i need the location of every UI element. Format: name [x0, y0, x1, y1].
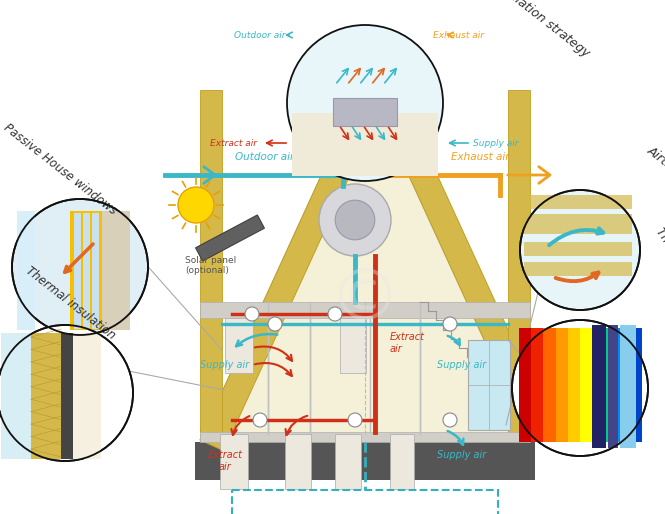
Polygon shape — [196, 215, 265, 261]
FancyBboxPatch shape — [74, 213, 81, 328]
Text: Exhaust air: Exhaust air — [433, 30, 484, 40]
Text: Extract
air: Extract air — [207, 450, 243, 472]
FancyBboxPatch shape — [616, 328, 630, 442]
Circle shape — [512, 320, 648, 456]
FancyBboxPatch shape — [543, 328, 557, 442]
Circle shape — [520, 190, 640, 310]
Polygon shape — [200, 80, 388, 451]
Circle shape — [178, 187, 214, 223]
FancyBboxPatch shape — [200, 432, 530, 442]
Text: Outdoor air: Outdoor air — [235, 152, 295, 162]
FancyBboxPatch shape — [524, 195, 632, 209]
Polygon shape — [365, 69, 554, 440]
Text: Airtightness: Airtightness — [645, 144, 665, 200]
FancyBboxPatch shape — [620, 325, 636, 448]
Text: Supply air: Supply air — [438, 450, 487, 460]
Text: Exhaust air: Exhaust air — [451, 152, 509, 162]
FancyBboxPatch shape — [608, 325, 618, 448]
Text: Supply air: Supply air — [200, 360, 249, 370]
FancyBboxPatch shape — [1, 333, 31, 459]
Text: ©: © — [329, 266, 401, 335]
FancyBboxPatch shape — [568, 328, 581, 442]
Text: Extract air: Extract air — [210, 138, 257, 148]
FancyBboxPatch shape — [70, 211, 102, 330]
Circle shape — [348, 413, 362, 427]
Polygon shape — [200, 80, 530, 440]
FancyBboxPatch shape — [92, 213, 99, 328]
FancyBboxPatch shape — [225, 318, 253, 373]
Circle shape — [443, 413, 457, 427]
FancyBboxPatch shape — [340, 318, 366, 373]
FancyBboxPatch shape — [629, 328, 642, 442]
FancyBboxPatch shape — [73, 333, 101, 459]
Circle shape — [12, 199, 148, 335]
FancyBboxPatch shape — [593, 328, 605, 442]
Circle shape — [268, 317, 282, 331]
Text: Adequate ventilation strategy: Adequate ventilation strategy — [438, 0, 593, 60]
Text: Outdoor air: Outdoor air — [233, 30, 285, 40]
FancyBboxPatch shape — [593, 325, 606, 448]
Text: Supply air: Supply air — [473, 138, 519, 148]
Text: Passive House windows: Passive House windows — [1, 121, 119, 217]
FancyBboxPatch shape — [333, 98, 397, 126]
FancyBboxPatch shape — [524, 214, 632, 234]
FancyBboxPatch shape — [200, 426, 530, 442]
FancyBboxPatch shape — [555, 328, 569, 442]
FancyBboxPatch shape — [200, 90, 222, 440]
FancyBboxPatch shape — [285, 434, 311, 489]
Text: Extract
air: Extract air — [390, 332, 425, 354]
Text: Thermal bridge reduced design: Thermal bridge reduced design — [653, 225, 665, 384]
FancyBboxPatch shape — [508, 90, 530, 440]
FancyBboxPatch shape — [31, 333, 61, 459]
FancyBboxPatch shape — [17, 211, 35, 330]
FancyBboxPatch shape — [524, 262, 632, 276]
Circle shape — [335, 200, 375, 240]
Text: Solar panel
(optional): Solar panel (optional) — [185, 256, 236, 276]
FancyBboxPatch shape — [200, 302, 530, 318]
FancyBboxPatch shape — [468, 340, 510, 430]
FancyBboxPatch shape — [519, 328, 532, 442]
FancyBboxPatch shape — [524, 242, 632, 256]
Text: Thermal insulation: Thermal insulation — [23, 264, 117, 342]
FancyBboxPatch shape — [335, 434, 361, 489]
FancyBboxPatch shape — [195, 442, 535, 480]
FancyBboxPatch shape — [390, 434, 414, 489]
FancyBboxPatch shape — [580, 328, 593, 442]
Polygon shape — [292, 113, 438, 176]
Circle shape — [319, 184, 391, 256]
FancyBboxPatch shape — [61, 333, 73, 459]
Circle shape — [245, 307, 259, 321]
Circle shape — [253, 413, 267, 427]
FancyBboxPatch shape — [220, 434, 248, 489]
FancyBboxPatch shape — [83, 213, 90, 328]
FancyBboxPatch shape — [531, 328, 544, 442]
Circle shape — [328, 307, 342, 321]
Circle shape — [0, 325, 133, 461]
Circle shape — [443, 317, 457, 331]
FancyBboxPatch shape — [604, 328, 618, 442]
Text: Supply air: Supply air — [438, 360, 487, 370]
Circle shape — [287, 25, 443, 181]
FancyBboxPatch shape — [102, 211, 130, 330]
